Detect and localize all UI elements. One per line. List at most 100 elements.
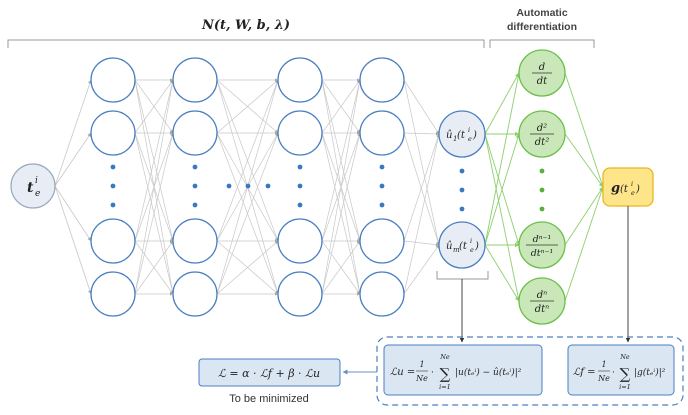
edge [216,132,279,295]
edge [564,186,604,246]
edge [484,72,520,135]
svg-text:(t: (t [620,184,629,195]
edge [403,133,441,295]
edge [564,186,604,302]
edge [134,79,175,295]
layer-dot [379,183,385,189]
svg-text:Ne: Ne [439,353,450,361]
svg-text:dtⁿ⁻¹: dtⁿ⁻¹ [531,248,554,259]
layer-dot [110,164,116,170]
svg-text:i: i [468,126,470,134]
svg-text:(t: (t [459,241,468,252]
edge [484,133,521,302]
edge [54,79,92,187]
input-node-label: t [27,180,34,196]
hidden-node [359,57,405,103]
hidden-node [90,110,136,156]
svg-text:|g(tₑⁱ)|²: |g(tₑⁱ)|² [634,367,666,378]
layer-dot [192,202,198,208]
svg-text:dⁿ: dⁿ [537,290,547,301]
output-bracket [436,271,489,343]
edge [134,79,174,134]
hidden-node [172,110,218,156]
minimize-caption: To be minimized [229,393,308,405]
deriv-node-3: dⁿ⁻¹ dtⁿ⁻¹ [518,221,566,269]
deriv-node-4: dⁿ dtⁿ [518,277,566,325]
loss-f-box: ℒf = 1 Ne · Ne ∑ i=1 |g(tₑⁱ)|² [567,344,675,396]
svg-text:e: e [631,189,635,197]
edge [403,132,440,136]
edge [321,79,361,242]
svg-text:Ne: Ne [415,374,428,383]
layer-dot [110,183,116,189]
total-loss-box: ℒ = α · ℒf + β · ℒu [198,358,341,387]
edge [403,79,440,135]
edge [484,133,520,246]
edge [564,133,604,188]
edge [321,79,362,295]
svg-text:g: g [611,181,620,196]
edge [403,244,440,295]
edge [403,133,440,242]
residual-g-node: g (t e i ) [602,167,654,207]
input-node-sup: i [35,176,38,186]
hidden-node [277,110,323,156]
output-node-m: û m (t e i ) [438,221,486,269]
edge [134,240,174,295]
edge [321,79,361,134]
edge [403,240,440,247]
ad-bracket [489,39,595,48]
svg-text:dtⁿ: dtⁿ [535,304,549,315]
edge [216,79,279,134]
ad-label-line2: differentiation [507,21,577,33]
network-bracket [7,39,485,48]
edge [54,185,92,295]
edge [54,132,92,187]
edge [321,132,361,295]
layer-dot [379,164,385,170]
ad-label-line1: Automatic [516,7,567,19]
network-label: N(t, W, b, λ) [201,18,290,33]
svg-text:i=1: i=1 [439,383,451,391]
hidden-node [90,57,136,103]
svg-text:i: i [470,237,472,245]
svg-text:ℒ = α · ℒf + β · ℒu: ℒ = α · ℒf + β · ℒu [218,367,320,380]
svg-text:ℒf =: ℒf = [573,367,595,378]
output-dots [459,168,465,212]
loss-dashed-container [376,336,684,406]
input-node-sub: e [35,189,40,199]
layer-dot [192,164,198,170]
hidden-node [172,271,218,317]
svg-text:dⁿ⁻¹: dⁿ⁻¹ [533,234,552,245]
svg-text:m: m [453,246,460,254]
hidden-layers [90,57,405,317]
layer-dot [297,183,303,189]
output-node-1: û 1 (t e i ) [438,110,486,158]
layer-dot [297,202,303,208]
svg-text:dt: dt [537,76,548,87]
loss-f-sigma: ∑ [620,365,631,383]
edge [321,240,361,295]
edge [216,240,279,295]
loss-u-box: ℒu = 1 Ne · Ne ∑ i=1 |u(tₑⁱ) − û(tₑⁱ)|² [383,344,543,396]
edge [564,72,604,188]
hidden-node [90,271,136,317]
ad-edges [484,72,604,302]
loss-u-sigma: ∑ [440,365,451,383]
hidden-node [277,218,323,264]
edge [484,244,520,302]
deriv-node-1: d dt [518,49,566,97]
svg-text:1: 1 [453,135,457,143]
edge [403,132,440,246]
layer-dot [297,164,303,170]
layer-dot [379,202,385,208]
svg-text:): ) [474,241,479,252]
deriv-node-2: d² dt² [518,110,566,158]
svg-text:d: d [539,62,545,73]
hidden-node [359,271,405,317]
svg-text:û: û [446,241,452,252]
svg-text:|u(tₑⁱ) − û(tₑⁱ)|²: |u(tₑⁱ) − û(tₑⁱ)|² [455,367,522,378]
svg-text:û: û [446,130,452,141]
svg-text:dt²: dt² [535,137,549,148]
